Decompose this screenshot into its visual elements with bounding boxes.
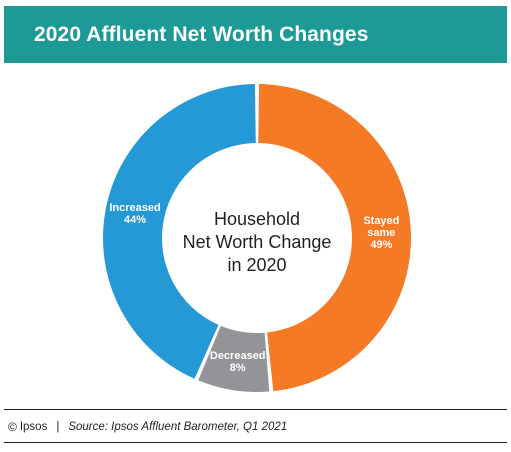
brand-name: Ipsos <box>19 421 48 433</box>
slice-value-label-3: 44% <box>124 214 146 226</box>
copyright-icon: © <box>8 420 17 434</box>
slice-name-label-2: Decreased <box>210 350 266 362</box>
slice-name-label-3: Increased <box>109 202 160 214</box>
footer-divider-bottom <box>4 442 507 443</box>
donut-slices <box>103 84 412 392</box>
footer-separator: | <box>56 421 60 433</box>
slice-value-label-2: 8% <box>230 362 246 374</box>
header-bar: 2020 Affluent Net Worth Changes <box>4 6 507 63</box>
center-label-line-3: in 2020 <box>227 255 286 275</box>
donut-slice-1 <box>258 84 412 392</box>
center-label-line-1: Household <box>214 209 300 229</box>
slice-name-label-1: same <box>367 227 395 239</box>
footer: © Ipsos | Source: Ipsos Affluent Baromet… <box>8 418 287 436</box>
slice-name-label-1: Stayed <box>363 215 399 227</box>
footer-divider-top <box>4 409 507 410</box>
donut-slice-2 <box>198 325 270 392</box>
donut-slice-3 <box>103 84 256 379</box>
slice-value-label-1: 49% <box>370 239 392 251</box>
source-note: Source: Ipsos Affluent Barometer, Q1 202… <box>68 421 288 433</box>
center-label-line-2: Net Worth Change <box>183 232 332 252</box>
page-title: 2020 Affluent Net Worth Changes <box>34 22 369 46</box>
